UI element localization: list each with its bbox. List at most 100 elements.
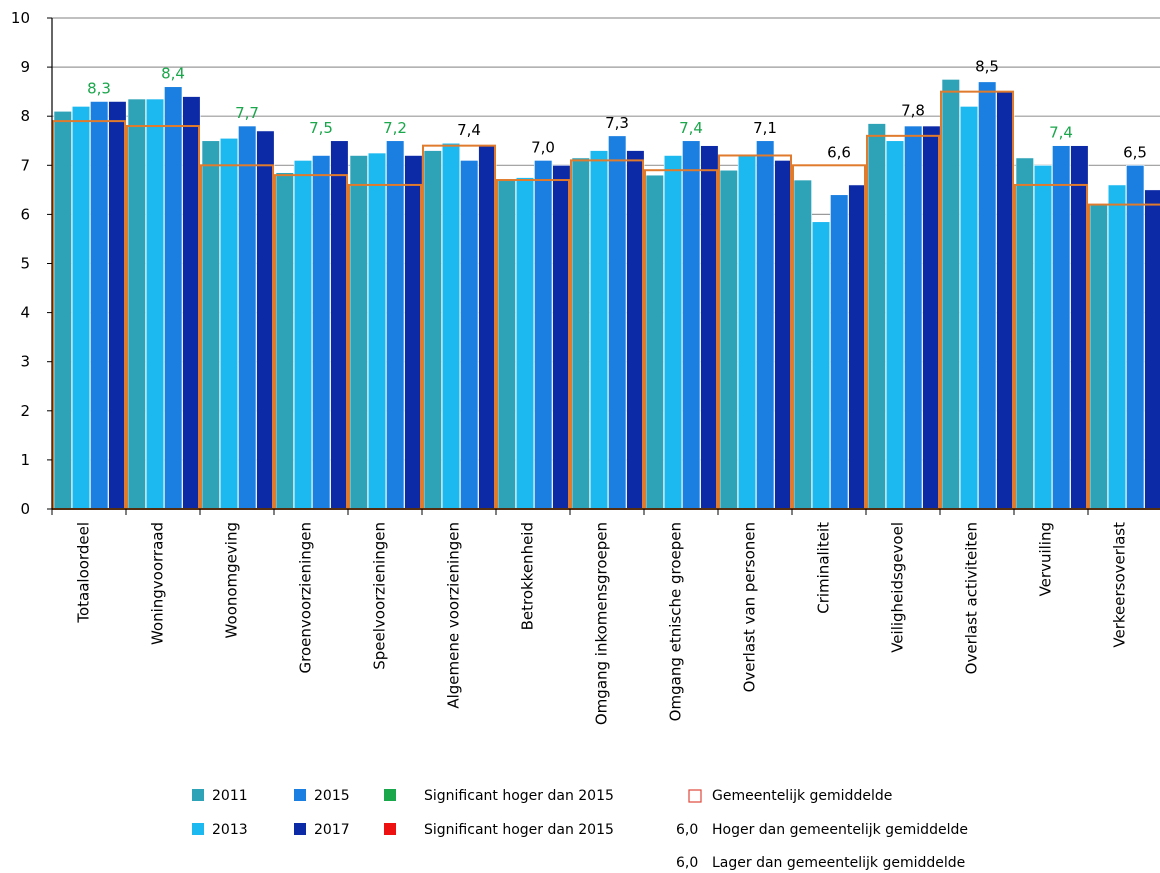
- data-label: 7,7: [235, 104, 259, 122]
- y-tick-label: 5: [20, 255, 30, 273]
- bar-2011-7: [497, 179, 516, 510]
- bar-2013-1: [71, 106, 91, 510]
- bar-2017-6: [478, 145, 497, 510]
- category-label: Omgang inkomensgroepen: [593, 522, 611, 725]
- bar-2017-2: [182, 96, 201, 510]
- bar-2013-14: [1033, 165, 1053, 510]
- bar-2015-3: [238, 125, 257, 510]
- category-label: Omgang etnische groepen: [667, 522, 685, 721]
- bar-2017-11: [848, 184, 867, 510]
- bar-2015-15: [1126, 165, 1145, 510]
- category-label: Veiligheidsgevoel: [889, 522, 907, 653]
- bar-2017-12: [922, 125, 941, 510]
- category-label: Woonomgeving: [223, 522, 241, 638]
- bar-2011-10: [719, 169, 738, 510]
- bar-2017-15: [1144, 189, 1160, 510]
- legend-sample: 6,0: [676, 822, 698, 838]
- bar-2017-7: [552, 165, 571, 510]
- legend-sample: 6,0: [676, 855, 698, 871]
- data-label: 7,3: [605, 114, 629, 132]
- bar-2017-13: [996, 91, 1015, 510]
- bars: [53, 79, 1160, 510]
- bar-2013-4: [293, 160, 313, 510]
- data-label: 6,5: [1123, 143, 1147, 161]
- bar-2013-9: [663, 155, 683, 510]
- bar-2015-5: [386, 140, 405, 510]
- axes: [47, 17, 1160, 515]
- data-label: 8,5: [975, 57, 999, 75]
- legend-label: 2015: [314, 788, 350, 804]
- y-tick-label: 6: [20, 205, 30, 223]
- bar-2017-8: [626, 150, 645, 510]
- bar-2015-9: [682, 140, 701, 510]
- bar-2017-9: [700, 145, 719, 510]
- bar-2013-12: [885, 140, 905, 510]
- y-tick-label: 4: [20, 304, 30, 322]
- bar-2015-14: [1052, 145, 1071, 510]
- legend: 2011 2015 Significant hoger dan 2015 Gemeen…: [192, 788, 968, 871]
- category-label: Betrokkenheid: [519, 522, 537, 630]
- bar-2015-7: [534, 160, 553, 510]
- legend-label: Lager dan gemeentelijk gemiddelde: [712, 855, 965, 871]
- legend-swatch: [384, 789, 396, 801]
- bar-2017-4: [330, 140, 349, 510]
- data-label: 7,4: [679, 119, 703, 137]
- y-tick-label: 9: [20, 58, 30, 76]
- category-label: Speelvoorzieningen: [371, 522, 389, 670]
- bar-2013-6: [441, 142, 461, 510]
- legend-swatch: [192, 789, 204, 801]
- category-label: Groenvoorzieningen: [297, 522, 315, 673]
- legend-label: Gemeentelijk gemiddelde: [712, 788, 892, 804]
- bar-2017-1: [108, 101, 127, 510]
- bar-2011-11: [793, 179, 812, 510]
- bar-2017-10: [774, 160, 793, 510]
- y-tick-label: 3: [20, 353, 30, 371]
- y-axis-ticks: 0 1 2 3 4 5 6 7 8 9 10: [11, 9, 30, 518]
- data-label: 6,6: [827, 143, 851, 161]
- bar-2015-1: [90, 101, 109, 510]
- y-tick-label: 10: [11, 9, 30, 27]
- category-label: Woningvoorraad: [149, 522, 167, 645]
- legend-label: 2013: [212, 822, 248, 838]
- data-label: 7,4: [457, 121, 481, 139]
- bar-2011-8: [571, 157, 590, 510]
- legend-label: Hoger dan gemeentelijk gemiddelde: [712, 822, 968, 838]
- bar-2015-13: [978, 81, 997, 510]
- data-label: 7,1: [753, 119, 777, 137]
- bar-2011-4: [275, 172, 294, 510]
- data-label: 7,0: [531, 138, 555, 156]
- y-tick-label: 1: [20, 451, 30, 469]
- data-label: 7,5: [309, 119, 333, 137]
- bar-2017-5: [404, 155, 423, 510]
- legend-label: 2011: [212, 788, 248, 804]
- category-label: Criminaliteit: [815, 522, 833, 614]
- category-label: Algemene voorzieningen: [445, 522, 463, 709]
- bar-2011-5: [349, 155, 368, 510]
- bar-2013-7: [515, 177, 535, 510]
- data-label: 7,2: [383, 119, 407, 137]
- legend-swatch: [294, 789, 306, 801]
- data-label: 8,3: [87, 79, 111, 97]
- legend-label: 2017: [314, 822, 350, 838]
- legend-swatch: [192, 823, 204, 835]
- bar-2017-14: [1070, 145, 1089, 510]
- category-label: Verkeersoverlast: [1111, 522, 1129, 648]
- category-labels: Totaaloordeel Woningvoorraad Woonomgeving G…: [75, 522, 1129, 725]
- legend-outline-swatch: [688, 789, 702, 803]
- data-label: 7,8: [901, 102, 925, 120]
- data-label: 7,4: [1049, 124, 1073, 142]
- bar-2011-2: [127, 98, 146, 510]
- data-labels: 8,3 8,4 7,7 7,5 7,2 7,4 7,0 7,3 7,4 7,1 6,6 7,8 8,5 7…: [87, 57, 1147, 161]
- bar-2013-8: [589, 150, 609, 510]
- category-label: Totaaloordeel: [75, 522, 93, 624]
- bar-2013-13: [959, 106, 979, 510]
- bar-2011-13: [941, 79, 960, 510]
- bar-2013-5: [367, 152, 387, 510]
- bar-2011-15: [1089, 204, 1108, 510]
- bar-2015-4: [312, 155, 331, 510]
- bar-2015-2: [164, 86, 183, 510]
- bar-2015-12: [904, 125, 923, 510]
- bar-2015-10: [756, 140, 775, 510]
- bar-2011-12: [867, 123, 886, 510]
- bar-2011-3: [201, 140, 220, 510]
